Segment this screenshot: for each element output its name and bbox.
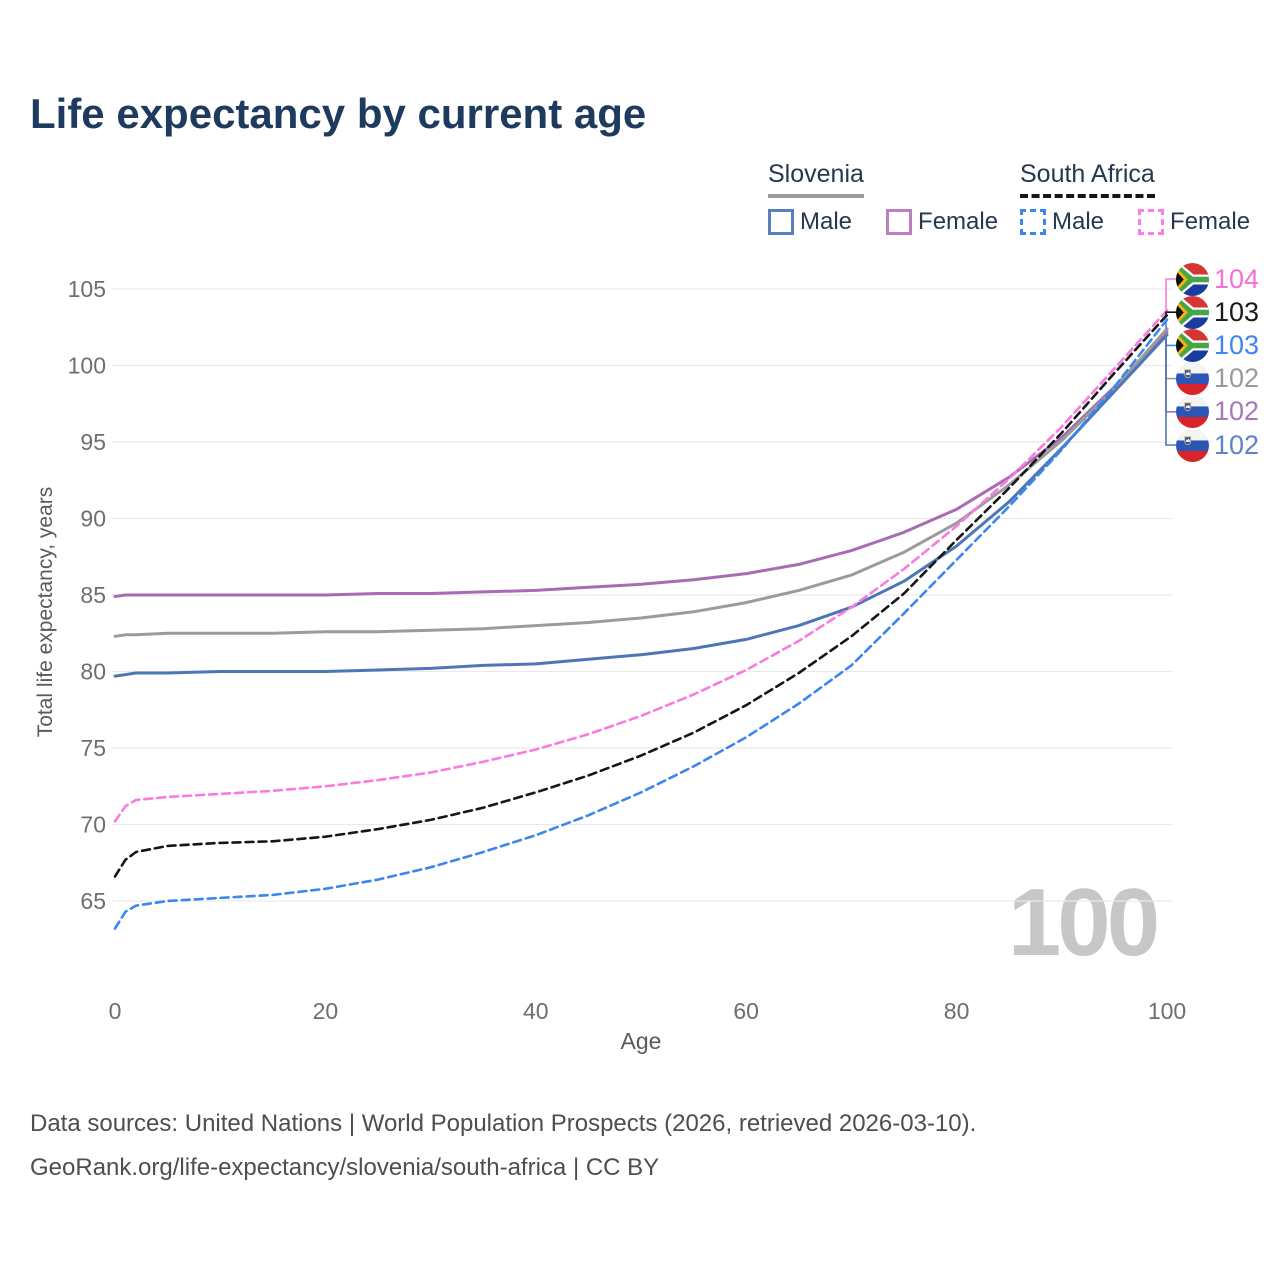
end-label-row-5: 102 xyxy=(1176,428,1260,462)
page-title: Life expectancy by current age xyxy=(30,90,647,137)
end-label-row-4: 102 xyxy=(1176,395,1260,429)
slovenia-flag-icon xyxy=(1176,395,1209,429)
end-label-value: 103 xyxy=(1214,296,1260,327)
legend-swatch-slovenia-male-icon xyxy=(768,209,794,235)
x-tick-100: 100 xyxy=(1148,998,1186,1024)
legend-swatch-south-africa-male-icon xyxy=(1020,209,1046,235)
legend-label-slovenia-male: Male xyxy=(800,208,853,235)
end-label-value: 102 xyxy=(1214,429,1260,460)
x-tick-20: 20 xyxy=(313,998,339,1024)
end-label-value: 104 xyxy=(1214,263,1260,294)
legend-label-south-africa-male: Male xyxy=(1052,208,1105,235)
y-tick-70: 70 xyxy=(80,812,106,838)
x-axis-title: Age xyxy=(620,1028,662,1054)
y-tick-105: 105 xyxy=(68,276,106,302)
legend-group-south-africa: South Africa Male Female xyxy=(1020,160,1250,236)
leader-line-0 xyxy=(1165,278,1176,311)
series-line-slovenia-male xyxy=(113,333,1169,678)
slovenia-flag-icon xyxy=(1176,428,1209,462)
y-tick-65: 65 xyxy=(80,888,106,914)
end-label-row-2: 103 xyxy=(1176,328,1260,362)
y-tick-90: 90 xyxy=(80,506,106,532)
legend-label-south-africa-female: Female xyxy=(1170,208,1251,235)
x-tick-60: 60 xyxy=(733,998,759,1024)
series-line-south-africa-male xyxy=(113,318,1169,930)
leader-line-5 xyxy=(1165,334,1176,446)
series-line-slovenia-female xyxy=(113,330,1169,598)
legend-label-slovenia-female: Female xyxy=(918,208,999,235)
legend-swatch-slovenia-female-icon xyxy=(886,209,913,235)
footer: Data sources: United Nations | World Pop… xyxy=(30,1102,976,1190)
footer-sources: Data sources: United Nations | World Pop… xyxy=(30,1110,977,1137)
y-tick-100: 100 xyxy=(68,353,106,379)
end-label-row-1: 103 xyxy=(1176,295,1260,329)
series-line-south-africa-female xyxy=(113,309,1169,823)
legend-group-title-slovenia: Slovenia xyxy=(768,160,864,198)
legend-group-slovenia: Slovenia Male Female xyxy=(768,160,998,236)
slovenia-flag-icon xyxy=(1176,362,1209,396)
end-label-value: 102 xyxy=(1214,396,1260,427)
footer-attribution: GeoRank.org/life-expectancy/slovenia/sou… xyxy=(30,1154,660,1181)
south-africa-flag-icon xyxy=(1176,295,1209,329)
x-tick-0: 0 xyxy=(109,998,122,1024)
series-line-slovenia-both-sexes xyxy=(113,327,1169,638)
end-label-value: 103 xyxy=(1214,329,1260,360)
end-label-value: 102 xyxy=(1214,363,1260,394)
y-tick-75: 75 xyxy=(80,735,106,761)
leader-line-1 xyxy=(1165,311,1176,315)
end-label-row-3: 102 xyxy=(1176,362,1260,396)
age-watermark: 100 xyxy=(1007,869,1160,976)
legend-group-title-south-africa: South Africa xyxy=(1020,160,1155,198)
y-tick-80: 80 xyxy=(80,659,106,685)
x-tick-80: 80 xyxy=(944,998,970,1024)
x-tick-40: 40 xyxy=(523,998,549,1024)
south-africa-flag-icon xyxy=(1176,328,1209,362)
y-tick-85: 85 xyxy=(80,582,106,608)
legend-swatch-south-africa-female-icon xyxy=(1138,209,1165,235)
end-label-row-0: 104 xyxy=(1176,262,1260,296)
south-africa-flag-icon xyxy=(1176,262,1209,296)
y-tick-95: 95 xyxy=(80,429,106,455)
series-line-south-africa-both-sexes xyxy=(113,313,1169,878)
leader-line-4 xyxy=(1165,331,1176,413)
